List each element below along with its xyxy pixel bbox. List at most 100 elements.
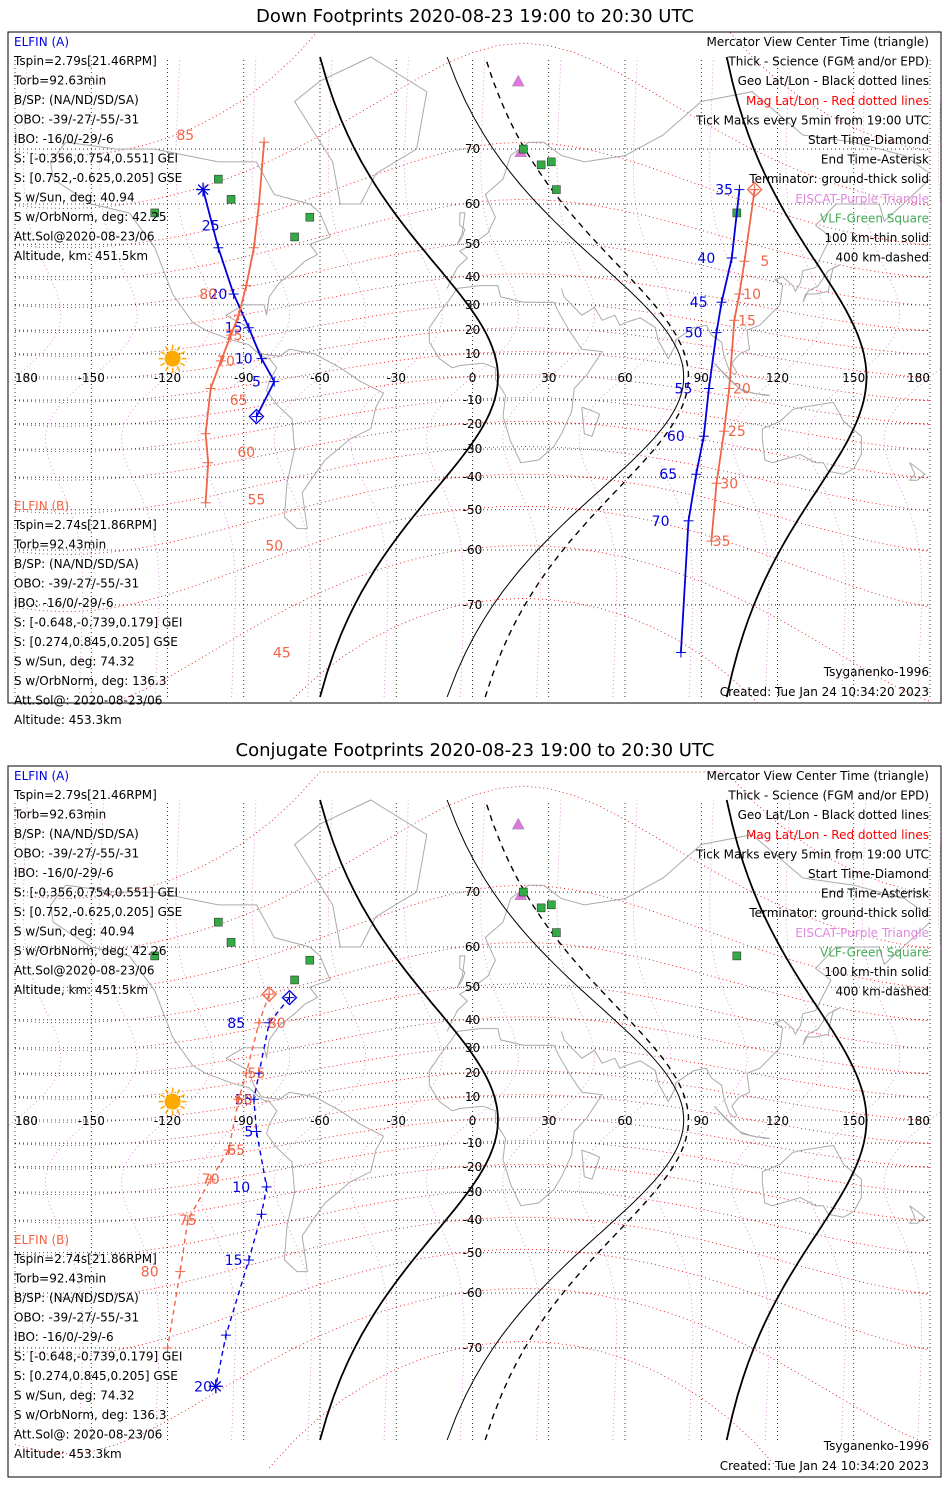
track-time-label: 15 bbox=[738, 313, 756, 329]
elfin-a-info-line: S: [-0.356,0.754,0.551] GEI bbox=[14, 152, 178, 166]
elfin-a-info-line: Altitude, km: 451.5km bbox=[14, 249, 148, 263]
model-label: Tsyganenko-1996 bbox=[823, 1439, 929, 1453]
coastline bbox=[761, 401, 862, 475]
mag-longitude bbox=[883, 819, 941, 1441]
track-time-label: 20 bbox=[733, 381, 751, 397]
lon-tick-label: 0 bbox=[469, 371, 477, 385]
mag-latitude bbox=[14, 42, 931, 209]
lon-tick-label: 180 bbox=[15, 371, 38, 385]
mag-latitude bbox=[14, 1140, 931, 1196]
lat-tick-label: -10 bbox=[463, 393, 483, 407]
sun-icon bbox=[158, 344, 187, 373]
legend-item: Start Time-Diamond bbox=[808, 133, 929, 147]
lat-tick-label: -30 bbox=[463, 1185, 483, 1199]
lat-tick-label: -10 bbox=[463, 1136, 483, 1150]
lat-tick-label: -50 bbox=[463, 503, 483, 517]
legend-item: Geo Lat/Lon - Black dotted lines bbox=[738, 74, 929, 88]
sun-ray bbox=[176, 366, 181, 372]
vlf-station-icon bbox=[547, 900, 556, 910]
legend-item: Mercator View Center Time (triangle) bbox=[707, 35, 929, 49]
eiscat-station-icon bbox=[511, 817, 525, 830]
elfin-a-info-line: S w/Sun, deg: 40.94 bbox=[14, 191, 135, 205]
ground-track bbox=[166, 993, 270, 1349]
mag-latitude bbox=[14, 1016, 931, 1077]
mag-longitude bbox=[349, 799, 443, 1441]
legend-item: Thick - Science (FGM and/or EPD) bbox=[727, 789, 929, 803]
elfin-a-info-line: Tspin=2.79s[21.46RPM] bbox=[13, 788, 157, 802]
lat-tick-label: 20 bbox=[465, 323, 480, 337]
lon-tick-label: -30 bbox=[386, 1114, 406, 1128]
elfin-b-title: ELFIN (B) bbox=[14, 1233, 69, 1247]
start-diamond-icon bbox=[746, 181, 763, 198]
legend-item: Start Time-Diamond bbox=[808, 867, 929, 881]
coastline bbox=[428, 285, 603, 464]
track-time-label: 80 bbox=[199, 287, 217, 303]
terminator-west bbox=[319, 799, 499, 1441]
track-time-label: 70 bbox=[217, 354, 235, 370]
mag-latitude bbox=[14, 983, 931, 1051]
mag-longitude bbox=[883, 76, 941, 698]
end-asterisk-icon bbox=[197, 184, 209, 196]
mag-latitude bbox=[14, 505, 931, 613]
panel-frame bbox=[7, 31, 942, 704]
elfin-a-info-line: OBO: -39/-27/-55/-31 bbox=[14, 113, 139, 127]
sun-ray bbox=[160, 350, 166, 355]
sun-ray bbox=[180, 350, 186, 355]
lat-tick-label: 20 bbox=[465, 1066, 480, 1080]
lon-tick-label: 180 bbox=[907, 371, 930, 385]
lon-tick-label: -90 bbox=[234, 1114, 254, 1128]
track-time-label: 80 bbox=[268, 1016, 286, 1032]
coastline bbox=[713, 362, 770, 396]
mag-latitude bbox=[14, 240, 931, 308]
vlf-station-icon bbox=[305, 212, 315, 222]
created-label: Created: Tue Jan 24 10:34:20 2023 bbox=[720, 685, 929, 699]
coastline bbox=[581, 406, 601, 437]
mag-latitude bbox=[14, 545, 931, 703]
map-area: 5101520254550556065707580853540455055606… bbox=[8, 32, 941, 703]
lat-tick-label: 40 bbox=[465, 1013, 480, 1027]
track-time-label: 55 bbox=[248, 1066, 266, 1082]
elfin-a-info-line: IBO: -16/0/-29/-6 bbox=[14, 866, 114, 880]
lat-tick-label: 50 bbox=[465, 980, 480, 994]
coastline bbox=[456, 955, 466, 988]
end-asterisk-icon bbox=[210, 1380, 222, 1392]
lon-tick-label: 90 bbox=[694, 371, 709, 385]
track-time-label: 5 bbox=[252, 375, 261, 391]
model-label: Tsyganenko-1996 bbox=[823, 665, 929, 679]
lat-tick-label: 30 bbox=[465, 298, 480, 312]
legend-item: 100 km-thin solid bbox=[824, 965, 929, 979]
sun-ray bbox=[160, 1105, 166, 1110]
vlf-station-icon bbox=[305, 955, 315, 965]
coastline bbox=[446, 834, 931, 1032]
elfin-a-info-line: S w/OrbNorm, deg: 42.25 bbox=[14, 210, 166, 224]
legend-item: VLF-Green Square bbox=[820, 945, 929, 959]
lon-tick-label: -150 bbox=[78, 1114, 105, 1128]
lon-tick-label: -60 bbox=[310, 1114, 330, 1128]
sun-ray bbox=[164, 1109, 169, 1115]
sun-ray bbox=[160, 362, 166, 367]
vlf-station-icon bbox=[552, 928, 561, 937]
track-time-label: 50 bbox=[685, 326, 703, 342]
lat-tick-label: -40 bbox=[463, 470, 483, 484]
mag-latitude bbox=[14, 327, 931, 380]
coastline bbox=[561, 178, 931, 376]
vlf-station-icon bbox=[290, 975, 299, 985]
track-time-label: 55 bbox=[235, 1092, 253, 1108]
elfin-b-info-line: S: [0.274,0.845,0.205] GSE bbox=[14, 635, 178, 649]
legend-item: Mag Lat/Lon - Red dotted lines bbox=[746, 828, 929, 842]
vlf-station-icon bbox=[547, 157, 556, 167]
legend-item: End Time-Asterisk bbox=[821, 887, 929, 901]
vlf-station-icon bbox=[150, 208, 160, 218]
track-time-label: 25 bbox=[202, 218, 220, 234]
elfin-b-info-line: S: [0.274,0.845,0.205] GSE bbox=[14, 1369, 178, 1383]
elfin-b-info-line: OBO: -39/-27/-55/-31 bbox=[14, 1311, 139, 1325]
vlf-station-icon bbox=[519, 887, 528, 897]
sun-disc bbox=[164, 1093, 181, 1110]
lon-tick-label: 0 bbox=[469, 1114, 477, 1128]
mag-longitude bbox=[349, 56, 443, 698]
elfin-a-info-line: Att.Sol@2020-08-23/06 bbox=[14, 230, 155, 244]
track-time-label: 5 bbox=[244, 1124, 253, 1140]
track-time-label: 75 bbox=[179, 1213, 197, 1229]
mag-longitude bbox=[731, 799, 824, 1441]
track-time-label: 45 bbox=[690, 295, 708, 311]
